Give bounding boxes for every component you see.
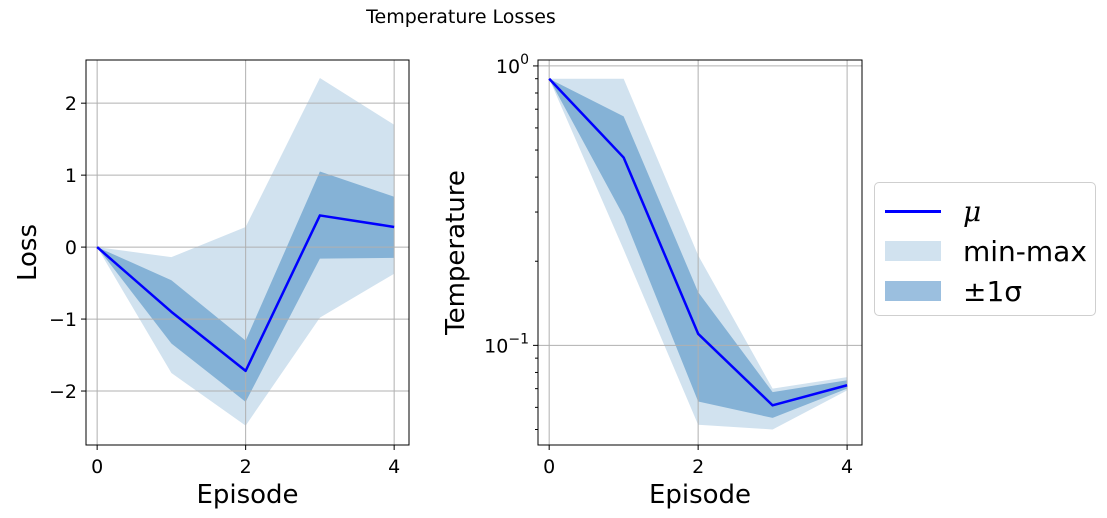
chart-panel-2: 0 2 4 10−1 100 Episode Temperature: [441, 52, 863, 510]
x-tick-label: 2: [692, 456, 704, 478]
x-tick-label: 0: [543, 456, 555, 478]
y-tick-label: 100: [496, 52, 529, 78]
y-tick-label: 10−1: [484, 331, 529, 357]
figure-title: Temperature Losses: [366, 6, 556, 28]
mean-line: [96, 214, 395, 373]
legend-item-mean: μ: [885, 191, 981, 231]
legend-label-mean: μ: [963, 194, 982, 228]
x-tick-label: 2: [240, 456, 252, 478]
x-axis-label: Episode: [196, 480, 298, 510]
legend-minmax-swatch: [885, 241, 941, 261]
band-std: [549, 78, 848, 418]
legend-item-minmax: min-max: [885, 231, 1087, 271]
legend-line-swatch: [885, 209, 941, 213]
y-tick-label: −1: [49, 309, 77, 331]
x-axis-label: Episode: [649, 480, 751, 510]
legend: μ min-max ±1σ: [874, 182, 1096, 316]
plot-frame: [537, 59, 863, 446]
x-tick-label: 4: [388, 456, 400, 478]
plot-frame: [85, 59, 410, 446]
mean-line: [548, 77, 848, 407]
legend-label-minmax: min-max: [963, 234, 1087, 268]
legend-label-std: ±1σ: [963, 274, 1023, 308]
x-tick-label: 4: [841, 456, 853, 478]
y-axis-label: Loss: [13, 224, 43, 281]
x-tick-label: 0: [91, 456, 103, 478]
y-tick-label: −2: [49, 381, 77, 403]
band-std: [97, 171, 395, 402]
y-tick-label: 1: [65, 165, 77, 187]
y-axis-label: Temperature: [441, 170, 471, 336]
legend-item-std: ±1σ: [885, 271, 1022, 311]
legend-std-swatch: [885, 281, 941, 301]
y-tick-label: 0: [65, 237, 77, 259]
y-tick-label: 2: [65, 93, 77, 115]
